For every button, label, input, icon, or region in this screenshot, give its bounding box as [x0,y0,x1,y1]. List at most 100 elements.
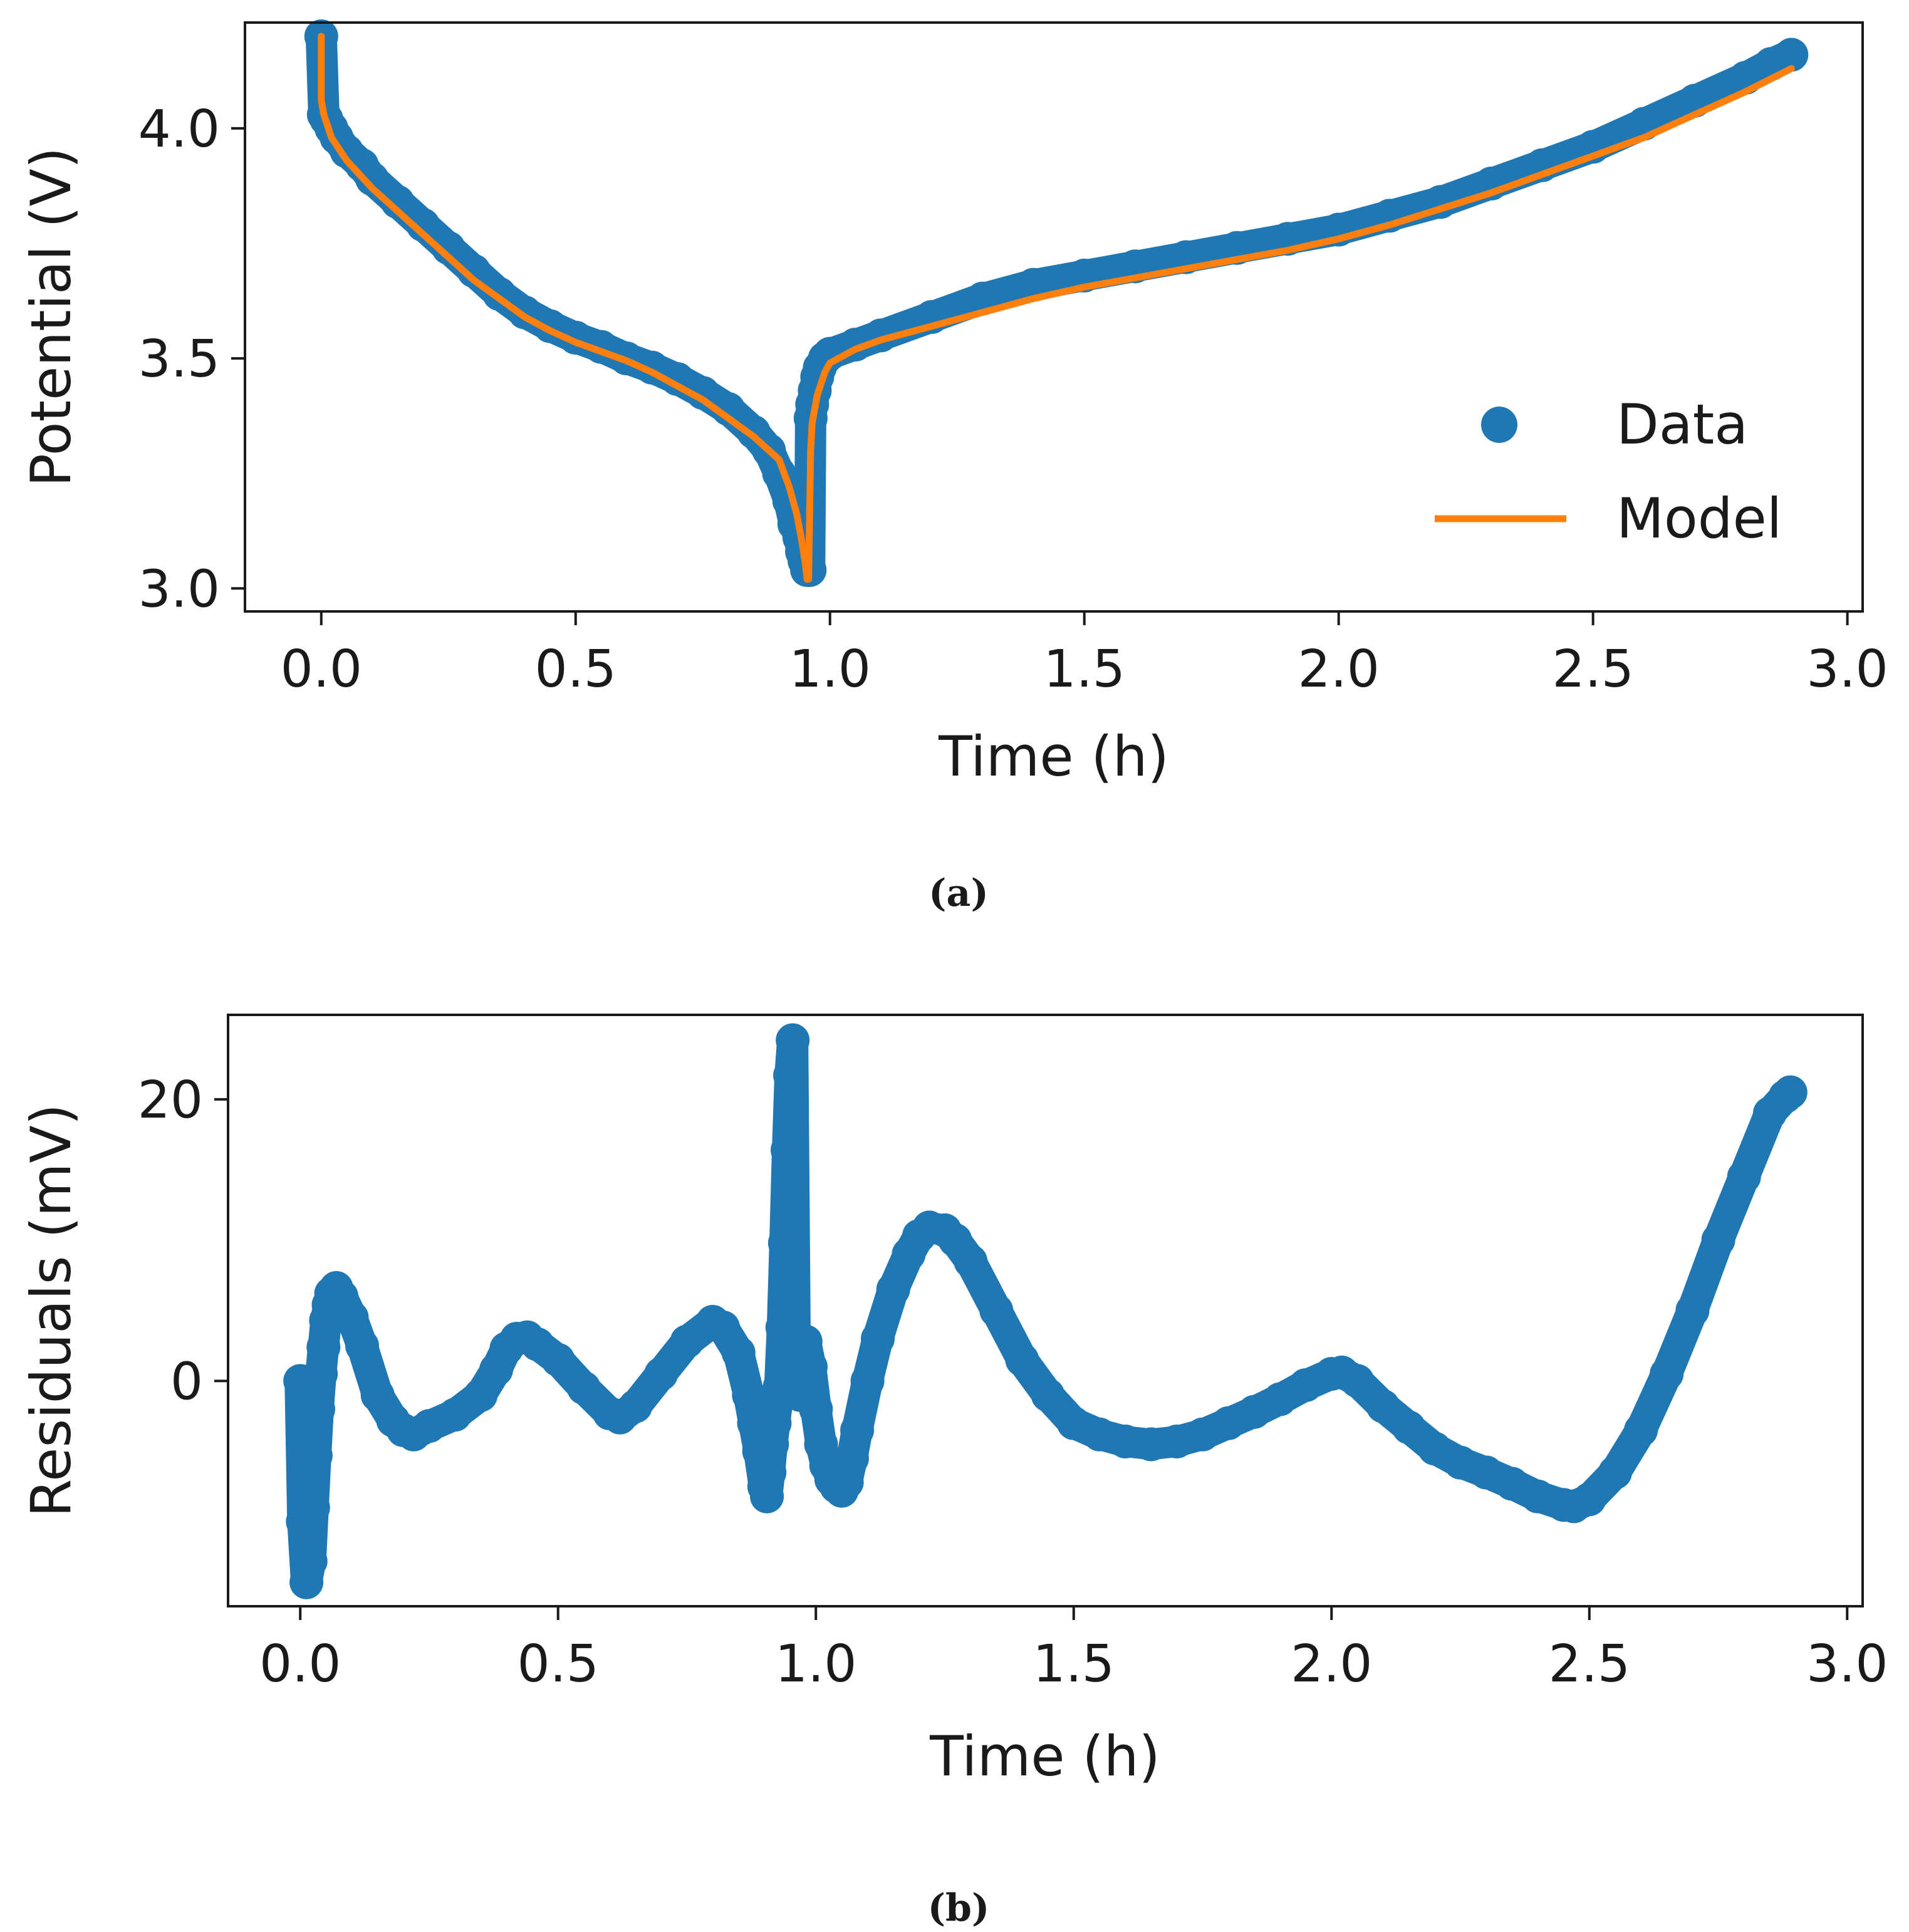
b-data-point-23 [464,1378,498,1412]
b-data-point-52 [773,1058,808,1093]
b-data-point-51 [771,1133,804,1167]
b-data-point-84 [1185,1417,1220,1452]
b-data-point-83 [1160,1425,1194,1458]
panel-b-y-axis-title: Residuals (mV) [19,1104,83,1517]
b-data-point-75 [954,1244,988,1279]
b-data-point-107 [1727,1160,1761,1194]
panel-a: 0.0 0.5 1.0 1.5 2.0 2.5 3.0 3.0 3.5 4.0 Time (h)… [19,19,1888,915]
b-data-point-9 [306,1330,341,1364]
a-data-point-60 [1774,38,1809,72]
b-data-point-29 [541,1343,575,1377]
b-data-point-53 [776,1023,810,1057]
a-y-tick-label: 4.0 [138,100,220,159]
b-data-point-67 [850,1364,885,1398]
b-data-point-97 [1495,1467,1529,1501]
b-data-point-98 [1521,1479,1555,1514]
b-data-point-38 [721,1336,756,1370]
panel-a-x-axis-title: Time (h) [938,724,1169,789]
b-data-point-5 [296,1490,330,1525]
b-data-point-78 [1031,1378,1065,1412]
a-data-point-22 [711,392,746,426]
b-data-point-77 [1005,1343,1039,1377]
b-data-point-68 [861,1322,895,1356]
b-data-point-91 [1340,1364,1375,1398]
panel-a-legend: Data Model [1435,392,1782,551]
b-x-tick-label: 3.0 [1806,1634,1888,1694]
a-data-point-9 [380,185,415,219]
b-data-point-94 [1417,1431,1452,1466]
b-data-point-30 [566,1371,601,1405]
b-data-point-103 [1624,1413,1658,1447]
panel-b-marks [283,1023,1808,1599]
b-data-point-8 [304,1357,338,1391]
b-data-point-82 [1134,1427,1168,1462]
b-data-point-33 [618,1389,653,1423]
b-data-point-22 [438,1398,472,1432]
b-data-point-96 [1469,1455,1504,1490]
a-model-line [318,33,1795,583]
a-x-tick-label: 1.5 [1044,640,1125,699]
b-data-point-21 [412,1409,446,1443]
b-data-point-34 [644,1357,679,1391]
b-data-point-86 [1237,1394,1271,1429]
b-data-point-101 [1572,1482,1606,1517]
b-data-point-79 [1056,1406,1091,1440]
legend-data-label: Data [1616,392,1748,457]
b-data-point-4 [293,1544,328,1579]
b-data-point-50 [767,1226,802,1260]
panel-a-y-axis: 3.0 3.5 4.0 [138,100,245,619]
a-series-1-band [305,21,1808,586]
b-data-point-102 [1598,1455,1632,1490]
b-data-point-57 [794,1349,828,1384]
b-data-point-85 [1211,1406,1246,1440]
panel-b-x-axis-title: Time (h) [929,1724,1160,1789]
panel-b: 0.0 0.5 1.0 1.5 2.0 2.5 3.0 0 20 Time (h) Resid… [19,1014,1888,1930]
b-data-point-92 [1366,1389,1400,1423]
b-x-tick-label: 2.0 [1291,1634,1372,1694]
b-data-point-35 [670,1324,704,1359]
b-data-point-6 [298,1438,333,1473]
b-data-point-16 [345,1329,379,1363]
caption-a: (a) [928,871,989,915]
b-data-point-7 [301,1392,335,1426]
b-y-tick-label: 0 [170,1352,203,1411]
b-x-tick-label: 2.5 [1549,1634,1630,1694]
b-data-point-17 [360,1378,395,1412]
panel-a-x-axis: 0.0 0.5 1.0 1.5 2.0 2.5 3.0 [281,611,1888,699]
b-x-tick-label: 0.5 [518,1634,599,1694]
b-data-point-56 [788,1324,823,1359]
b-data-point-66 [840,1413,875,1447]
b-x-tick-label: 1.0 [775,1634,856,1694]
b-data-point-105 [1675,1294,1710,1327]
b-data-point-106 [1701,1223,1735,1257]
b-data-point-39 [732,1378,766,1412]
b-data-point-15 [335,1301,369,1335]
b-data-point-87 [1263,1382,1297,1416]
b-data-point-80 [1082,1417,1116,1452]
b-data-point-76 [979,1294,1014,1327]
legend-model-label: Model [1616,486,1782,551]
b-y-tick-label: 20 [138,1071,203,1130]
a-x-tick-label: 0.0 [281,640,362,699]
a-y-tick-label: 3.5 [138,330,220,389]
b-data-point-58 [799,1392,833,1426]
a-data-point-12 [457,254,491,288]
a-x-tick-label: 2.0 [1298,640,1379,699]
panel-a-marks [304,19,1809,587]
b-data-point-81 [1108,1425,1143,1458]
a-x-tick-label: 0.5 [535,640,616,699]
a-data-point-21 [685,376,720,410]
panel-b-y-axis: 0 20 [138,1071,228,1411]
a-x-tick-label: 1.0 [789,640,871,699]
legend-data-marker [1481,407,1517,443]
a-data-point-11 [431,231,466,265]
b-data-point-104 [1650,1357,1684,1391]
b-x-tick-label: 1.5 [1033,1634,1115,1694]
b-x-tick-label: 0.0 [259,1634,341,1694]
b-data-point-69 [876,1272,910,1307]
panel-a-axes-frame [244,21,1864,613]
a-x-tick-label: 2.5 [1552,640,1633,699]
panel-b-axes-frame [227,1014,1864,1607]
caption-b: (b) [928,1886,990,1930]
